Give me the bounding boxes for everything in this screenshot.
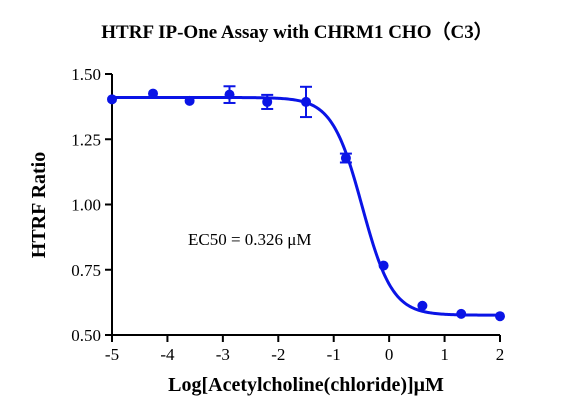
- x-tick-label: -4: [160, 345, 175, 364]
- data-point: [148, 88, 159, 99]
- data-point: [495, 311, 505, 322]
- y-axis-label: HTRF Ratio: [28, 152, 50, 258]
- data-point: [262, 96, 273, 107]
- x-tick-label: 2: [496, 345, 505, 364]
- y-tick-label: 1.25: [71, 130, 101, 149]
- data-point: [456, 308, 467, 319]
- x-ticks: -5 -4 -3 -2 -1 0 1 2: [105, 335, 504, 364]
- y-tick-label: 0.75: [71, 261, 101, 280]
- data-point: [301, 96, 311, 107]
- x-axis-label: Log[Acetylcholine(chloride)]μM: [168, 374, 444, 396]
- y-tick-label: 0.50: [71, 326, 101, 345]
- x-tick-label: 0: [385, 345, 394, 364]
- x-tick-label: -3: [216, 345, 230, 364]
- x-axis: -5 -4 -3 -2 -1 0 1 2: [105, 334, 504, 364]
- data-point: [378, 260, 389, 271]
- data-point: [340, 153, 351, 164]
- chart-title: HTRF IP-One Assay with CHRM1 CHO（C3）: [101, 20, 492, 43]
- data-point: [107, 94, 117, 105]
- data-point: [184, 95, 195, 106]
- y-tick-label: 1.00: [71, 196, 101, 215]
- ec50-annotation: EC50 = 0.326 μM: [188, 230, 312, 249]
- x-tick-label: -2: [271, 345, 285, 364]
- x-tick-label: 1: [440, 345, 449, 364]
- data-point: [224, 89, 235, 100]
- x-tick-label: -5: [105, 345, 119, 364]
- y-ticks: 0.50 0.75 1.00 1.25 1.50: [71, 65, 112, 345]
- plot-area: [107, 85, 505, 322]
- data-point: [417, 300, 428, 311]
- x-tick-label: -1: [327, 345, 341, 364]
- y-tick-label: 1.50: [71, 65, 101, 84]
- fit-curve: [112, 95, 500, 317]
- y-axis: 0.50 0.75 1.00 1.25 1.50: [71, 65, 113, 345]
